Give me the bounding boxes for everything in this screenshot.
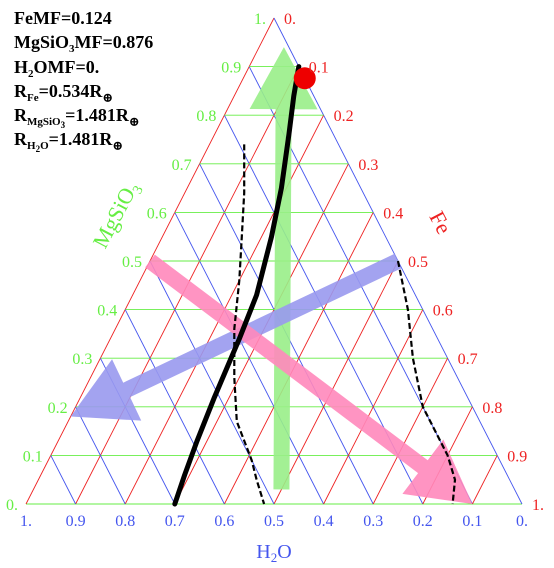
mgsio3-mass-fraction: MgSiO3MF=0.876: [14, 30, 154, 56]
mgsio3-tick-label: 0.1: [23, 448, 43, 465]
fe-tick-label: 0.7: [458, 351, 478, 368]
dashed-curve-right: [396, 260, 457, 505]
fe-tick-label: 0.8: [482, 400, 502, 417]
fe-tick-label: 0.: [284, 11, 296, 28]
mgsio3-tick-label: 0.: [6, 497, 18, 514]
r-mgsio3-symbol: R: [14, 105, 27, 126]
fe-tick-label: 0.5: [408, 254, 428, 271]
mgsio3-axis-title-main: MgSiO: [87, 183, 139, 252]
r-h2o-subscript-suffix: O: [40, 140, 49, 153]
mgsio3-tick-label: 0.5: [122, 254, 142, 271]
curves: [172, 64, 457, 507]
h2o-gridline: [149, 260, 275, 505]
fe-tick-label: 0.9: [507, 448, 527, 465]
earth-symbol: ⊕: [128, 114, 140, 130]
r-h2o-subscript-sub: 2: [35, 144, 41, 155]
h2o-tick-label: 0.6: [214, 513, 234, 530]
mgsio3-tick-label: 0.9: [221, 60, 241, 77]
pink-arrow: [145, 254, 473, 504]
mgsio3-tick-label: 0.3: [72, 351, 92, 368]
r-h2o-subscript: H2O: [27, 140, 49, 155]
h2o-axis-title-prefix: H: [256, 541, 270, 563]
h2o-mf-value: 0.: [85, 56, 100, 77]
h2o-gridline: [124, 309, 225, 505]
current-composition: [293, 67, 316, 90]
h2o-tick-label: 1.: [20, 513, 32, 530]
current-point-marker: [293, 67, 316, 90]
fe-tick-label: 0.2: [334, 108, 354, 125]
fe-gridline: [273, 260, 399, 505]
earth-symbol: ⊕: [112, 138, 124, 154]
mgsio3-mf-value: 0.876: [112, 32, 154, 53]
r-fe-value: =0.534R: [38, 80, 103, 101]
h2o-tick-label: 0.5: [264, 513, 284, 530]
direction-arrows: [70, 47, 473, 504]
h2o-mf-label: H: [14, 56, 29, 77]
h2o-mf-label-suffix: OMF=: [33, 56, 86, 77]
mgsio3-tick-label: 0.8: [196, 108, 216, 125]
h2o-mf-subscript: 2: [28, 67, 34, 80]
green-arrow: [249, 47, 318, 490]
mgsio3-tick-label: 0.7: [172, 157, 192, 174]
r-fe-subscript: Fe: [27, 91, 39, 104]
r-mgsio3-subscript-sub: 3: [60, 120, 66, 131]
mgsio3-tick-label: 0.2: [48, 400, 68, 417]
r-h2o-value: =1.481R: [48, 129, 113, 150]
h2o-axis-title-suffix: O: [277, 541, 291, 563]
r-h2o-symbol: R: [14, 129, 27, 150]
fe-tick-label: 0.6: [433, 303, 453, 320]
r-h2o-subscript-text: H: [27, 140, 36, 153]
fe-axis-title: Fe: [424, 207, 456, 238]
mgsio3-tick-label: 1.: [254, 11, 266, 28]
fe-gridline: [471, 455, 498, 505]
r-mgsio3-subscript: MgSiO3: [27, 116, 66, 131]
fe-mf-value: 0.124: [71, 8, 112, 28]
solid-curve: [172, 64, 302, 507]
fe-radius: RFe=0.534R⊕: [14, 79, 153, 105]
h2o-axis-title: H2O: [256, 541, 291, 565]
h2o-gridline: [75, 406, 126, 505]
tick-labels: 0.0.10.20.30.40.50.60.70.80.91. 0.0.10.20…: [6, 11, 544, 530]
composition-info: FeMF=0.124 MgSiO3MF=0.876 H2OMF=0. RFe=0…: [14, 6, 154, 155]
fe-mf-label: FeMF=: [14, 8, 72, 28]
earth-symbol: ⊕: [102, 89, 114, 105]
fe-tick-label: 0.4: [383, 205, 403, 222]
h2o-axis-title-sub: 2: [271, 550, 278, 565]
mgsio3-tick-label: 0.4: [97, 303, 117, 320]
h2o-tick-label: 0.4: [314, 513, 334, 530]
mgsio3-tick-label: 0.6: [147, 205, 167, 222]
mgsio3-mf-label: MgSiO: [14, 32, 70, 53]
h2o-tick-label: 0.1: [462, 513, 482, 530]
mgsio3-axis-title: MgSiO3: [87, 177, 146, 254]
blue-arrow: [70, 253, 402, 421]
h2o-tick-label: 0.9: [66, 513, 86, 530]
mgsio3-mf-subscript: 3: [69, 43, 75, 56]
h2o-tick-label: 0.2: [413, 513, 433, 530]
r-mgsio3-subscript-text: MgSiO: [27, 116, 61, 129]
h2o-tick-label: 0.7: [165, 513, 185, 530]
fe-tick-label: 0.3: [358, 157, 378, 174]
dashed-curve-left: [233, 144, 266, 505]
fe-tick-label: 0.1: [309, 60, 329, 77]
h2o-radius: RH2O=1.481R⊕: [14, 127, 153, 155]
fe-mass-fraction: FeMF=0.124: [14, 6, 153, 30]
h2o-gridline: [50, 455, 77, 505]
h2o-tick-label: 0.: [516, 513, 528, 530]
mgsio3-radius: RMgSiO3=1.481R⊕: [14, 103, 153, 131]
mgsio3-mf-label-suffix: MF=: [74, 32, 113, 53]
fe-tick-label: 1.: [532, 497, 544, 514]
fe-gridline: [372, 357, 449, 505]
fe-gridline: [323, 309, 424, 505]
r-fe-symbol: R: [14, 80, 27, 101]
h2o-tick-label: 0.8: [115, 513, 135, 530]
h2o-tick-label: 0.3: [363, 513, 383, 530]
h2o-mass-fraction: H2OMF=0.: [14, 55, 153, 80]
r-mgsio3-value: =1.481R: [65, 105, 129, 126]
